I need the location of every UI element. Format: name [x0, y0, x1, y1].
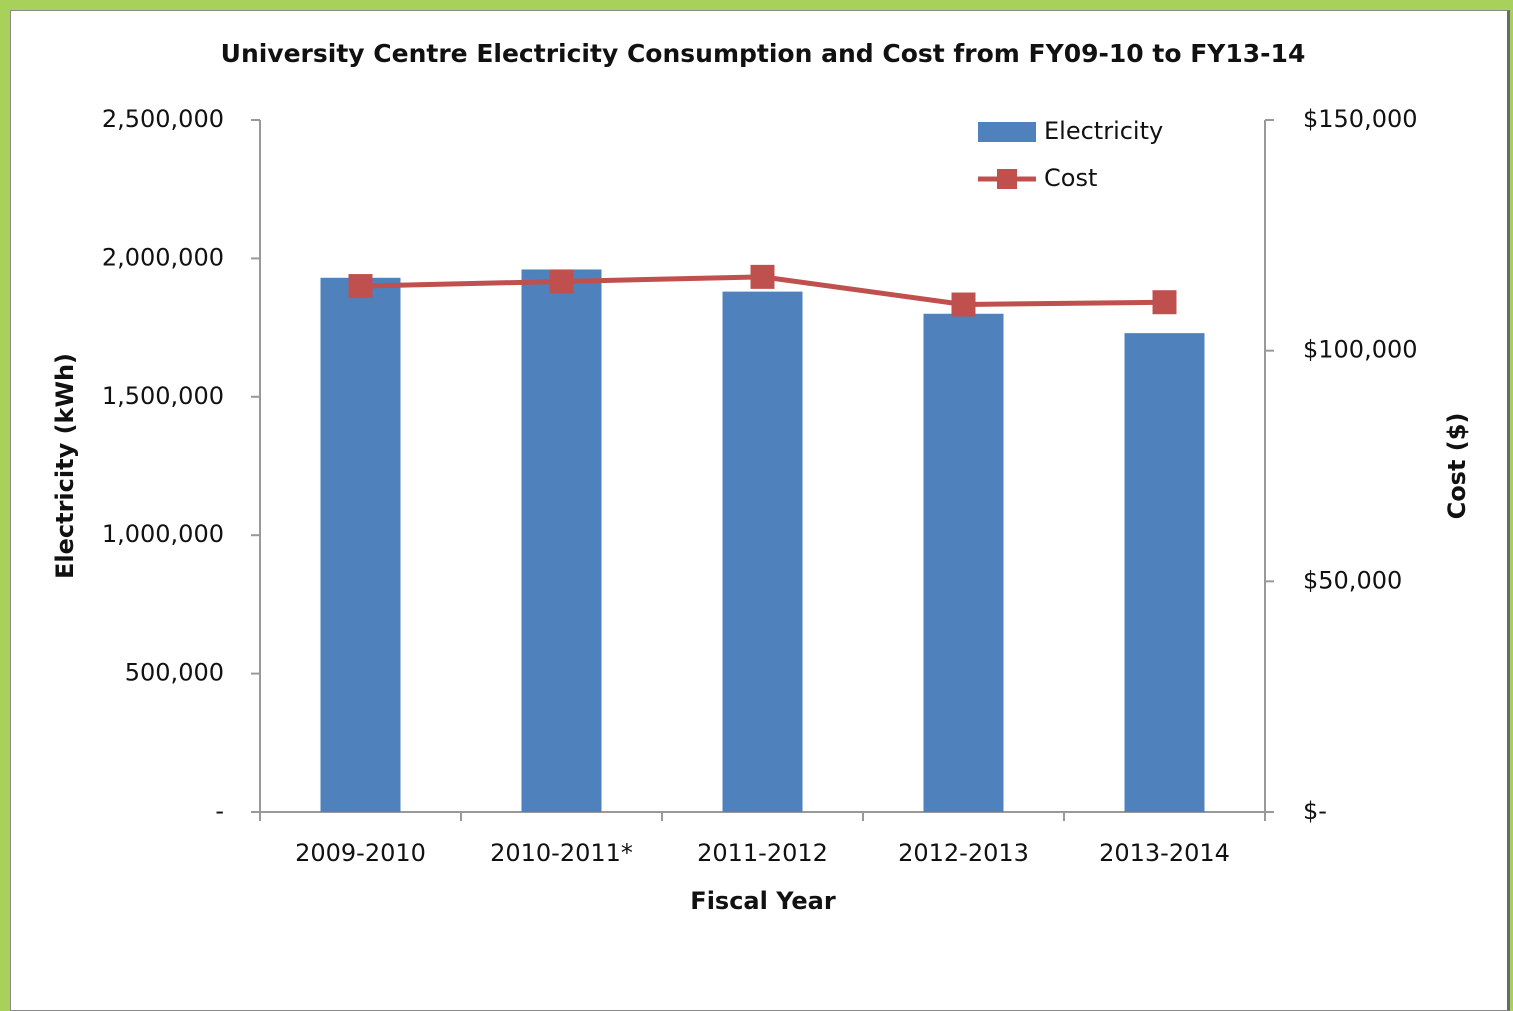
y-tick-label: 2,500,000	[102, 105, 224, 133]
y-tick-label: 1,000,000	[102, 520, 224, 548]
marker	[348, 274, 373, 299]
chart-title: University Centre Electricity Consumptio…	[221, 39, 1306, 68]
marker	[1152, 290, 1177, 315]
y2-tick-label: $150,000	[1303, 105, 1418, 133]
y2-tick-label: $-	[1303, 797, 1327, 825]
legend-swatch	[978, 122, 1036, 142]
bar	[722, 291, 803, 813]
bar	[320, 277, 401, 812]
marker	[549, 269, 574, 294]
x-tick-label: 2012-2013	[898, 839, 1029, 867]
y2-tick-label: $100,000	[1303, 336, 1418, 364]
x-tick-label: 2011-2012	[697, 839, 828, 867]
x-tick-label: 2013-2014	[1099, 839, 1230, 867]
y2-tick-label: $50,000	[1303, 566, 1402, 594]
bar	[1124, 333, 1205, 812]
x-tick-label: 2009-2010	[295, 839, 426, 867]
marker	[750, 264, 775, 289]
x-tick-label: 2010-2011*	[490, 839, 633, 867]
y-tick-label: 500,000	[125, 659, 224, 687]
marker	[951, 292, 976, 317]
legend-label: Cost	[1044, 164, 1097, 192]
y-tick-label: 2,000,000	[102, 243, 224, 271]
bar	[521, 269, 602, 812]
y-axis-label: Electricity (kWh)	[51, 353, 79, 579]
x-axis-label: Fiscal Year	[690, 887, 836, 915]
y-tick-label: -	[215, 797, 224, 825]
legend-marker	[997, 169, 1017, 189]
y2-axis-label: Cost ($)	[1443, 413, 1471, 520]
y-tick-label: 1,500,000	[102, 382, 224, 410]
bar	[923, 313, 1004, 812]
legend-label: Electricity	[1044, 117, 1163, 145]
